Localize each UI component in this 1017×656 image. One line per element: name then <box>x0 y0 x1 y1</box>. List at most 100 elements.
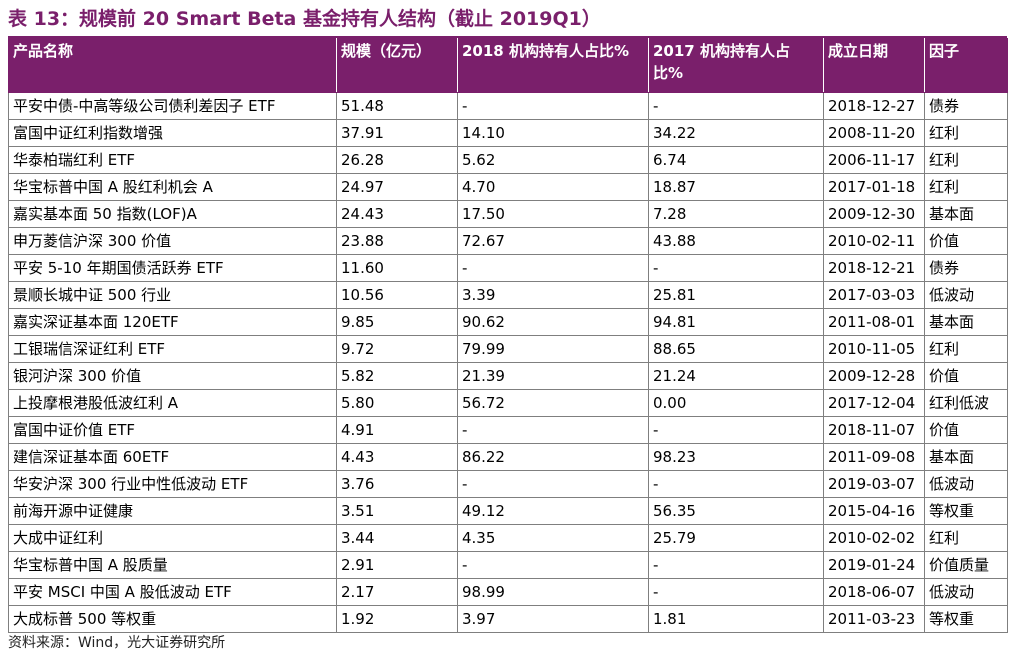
scale-cell: 3.51 <box>336 497 458 525</box>
scale-cell: 24.43 <box>336 200 458 228</box>
inst-2017-cell: - <box>648 470 824 498</box>
inst-2017-cell: 6.74 <box>648 146 824 174</box>
factor-cell: 低波动 <box>924 578 1008 606</box>
inst-2018-cell: 21.39 <box>457 362 649 390</box>
inst-2018-cell: 98.99 <box>457 578 649 606</box>
table-row: 华宝标普中国 A 股质量 2.91- -2019-01-24 价值质量 <box>8 551 1008 579</box>
inst-2018-cell: 4.70 <box>457 173 649 201</box>
date-cell: 2006-11-17 <box>823 146 925 174</box>
inst-2018-cell: 4.35 <box>457 524 649 552</box>
scale-cell: 4.43 <box>336 443 458 471</box>
factor-cell: 低波动 <box>924 281 1008 309</box>
factor-cell: 债券 <box>924 254 1008 282</box>
inst-2018-cell: 3.39 <box>457 281 649 309</box>
product-name-cell: 申万菱信沪深 300 价值 <box>8 227 337 255</box>
inst-2017-cell: 7.28 <box>648 200 824 228</box>
table-row: 银河沪深 300 价值 5.82 21.39 21.24 2009-12-28 价值 <box>8 362 1008 390</box>
product-name-cell: 华宝标普中国 A 股红利机会 A <box>8 173 337 201</box>
factor-cell: 债券 <box>924 92 1008 120</box>
table-row: 平安 5-10 年期国债活跃券 ETF 11.60- -2018-12-21 债券 <box>8 254 1008 282</box>
date-cell: 2018-11-07 <box>823 416 925 444</box>
scale-cell: 9.85 <box>336 308 458 336</box>
date-cell: 2009-12-30 <box>823 200 925 228</box>
scale-cell: 3.44 <box>336 524 458 552</box>
factor-cell: 价值 <box>924 227 1008 255</box>
factor-cell: 红利 <box>924 146 1008 174</box>
inst-2018-cell: 49.12 <box>457 497 649 525</box>
header-factor: 因子 <box>924 38 1008 93</box>
title-divider <box>8 36 1007 38</box>
date-cell: 2011-09-08 <box>823 443 925 471</box>
fund-holder-table: 产品名称 规模（亿元） 2018 机构持有人占比% 2017 机构持有人占比% … <box>8 38 1008 633</box>
table-row: 申万菱信沪深 300 价值 23.88 72.67 43.88 2010-02-11 价值 <box>8 227 1008 255</box>
inst-2018-cell: 90.62 <box>457 308 649 336</box>
inst-2018-cell: 56.72 <box>457 389 649 417</box>
scale-cell: 5.82 <box>336 362 458 390</box>
scale-cell: 24.97 <box>336 173 458 201</box>
inst-2017-cell: 34.22 <box>648 119 824 147</box>
product-name-cell: 华泰柏瑞红利 ETF <box>8 146 337 174</box>
date-cell: 2010-02-11 <box>823 227 925 255</box>
inst-2018-cell: 17.50 <box>457 200 649 228</box>
product-name-cell: 富国中证红利指数增强 <box>8 119 337 147</box>
inst-2017-cell: 88.65 <box>648 335 824 363</box>
product-name-cell: 平安 5-10 年期国债活跃券 ETF <box>8 254 337 282</box>
inst-2017-cell: 94.81 <box>648 308 824 336</box>
table-row: 平安中债-中高等级公司债利差因子 ETF 51.48- -2018-12-27 债券 <box>8 92 1008 120</box>
inst-2018-cell: 86.22 <box>457 443 649 471</box>
table-row: 华安沪深 300 行业中性低波动 ETF 3.76- -2019-03-07 低波动 <box>8 470 1008 498</box>
header-scale: 规模（亿元） <box>336 38 458 93</box>
table-row: 富国中证红利指数增强 37.91 14.10 34.22 2008-11-20 红利 <box>8 119 1008 147</box>
factor-cell: 基本面 <box>924 443 1008 471</box>
inst-2018-cell: - <box>457 470 649 498</box>
table-row: 华宝标普中国 A 股红利机会 A 24.97 4.70 18.87 2017-01-18… <box>8 173 1008 201</box>
factor-cell: 红利 <box>924 173 1008 201</box>
inst-2018-cell: - <box>457 254 649 282</box>
scale-cell: 37.91 <box>336 119 458 147</box>
table-row: 大成中证红利 3.44 4.35 25.79 2010-02-02 红利 <box>8 524 1008 552</box>
table-body: 平安中债-中高等级公司债利差因子 ETF 51.48- -2018-12-27 债券富… <box>8 92 1008 633</box>
inst-2018-cell: - <box>457 416 649 444</box>
factor-cell: 红利低波 <box>924 389 1008 417</box>
inst-2017-cell: - <box>648 254 824 282</box>
scale-cell: 5.80 <box>336 389 458 417</box>
inst-2018-cell: 79.99 <box>457 335 649 363</box>
scale-cell: 4.91 <box>336 416 458 444</box>
factor-cell: 低波动 <box>924 470 1008 498</box>
table-row: 景顺长城中证 500 行业 10.56 3.39 25.81 2017-03-03 低波动 <box>8 281 1008 309</box>
table-row: 华泰柏瑞红利 ETF 26.28 5.62 6.74 2006-11-17 红利 <box>8 146 1008 174</box>
inst-2018-cell: 5.62 <box>457 146 649 174</box>
factor-cell: 红利 <box>924 524 1008 552</box>
inst-2017-cell: 0.00 <box>648 389 824 417</box>
product-name-cell: 嘉实基本面 50 指数(LOF)A <box>8 200 337 228</box>
date-cell: 2010-11-05 <box>823 335 925 363</box>
table-row: 平安 MSCI 中国 A 股低波动 ETF 2.17 98.99-2018-06-0… <box>8 578 1008 606</box>
date-cell: 2019-01-24 <box>823 551 925 579</box>
product-name-cell: 华宝标普中国 A 股质量 <box>8 551 337 579</box>
factor-cell: 红利 <box>924 119 1008 147</box>
inst-2017-cell: 25.79 <box>648 524 824 552</box>
date-cell: 2011-08-01 <box>823 308 925 336</box>
scale-cell: 11.60 <box>336 254 458 282</box>
table-row: 嘉实基本面 50 指数(LOF)A 24.43 17.50 7.28 2009-12-3… <box>8 200 1008 228</box>
table-row: 富国中证价值 ETF 4.91- -2018-11-07 价值 <box>8 416 1008 444</box>
factor-cell: 价值 <box>924 416 1008 444</box>
date-cell: 2018-12-27 <box>823 92 925 120</box>
product-name-cell: 建信深证基本面 60ETF <box>8 443 337 471</box>
date-cell: 2011-03-23 <box>823 605 925 633</box>
factor-cell: 等权重 <box>924 605 1008 633</box>
source-note: 资料来源：Wind，光大证券研究所 <box>8 635 226 651</box>
inst-2017-cell: - <box>648 551 824 579</box>
table-row: 工银瑞信深证红利 ETF 9.72 79.99 88.65 2010-11-05 红利 <box>8 335 1008 363</box>
header-2018-institutional: 2018 机构持有人占比% <box>457 38 649 93</box>
factor-cell: 基本面 <box>924 308 1008 336</box>
factor-cell: 价值 <box>924 362 1008 390</box>
product-name-cell: 大成标普 500 等权重 <box>8 605 337 633</box>
date-cell: 2017-03-03 <box>823 281 925 309</box>
date-cell: 2010-02-02 <box>823 524 925 552</box>
scale-cell: 51.48 <box>336 92 458 120</box>
table-row: 嘉实深证基本面 120ETF 9.85 90.62 94.81 2011-08-01 基本… <box>8 308 1008 336</box>
date-cell: 2017-12-04 <box>823 389 925 417</box>
product-name-cell: 前海开源中证健康 <box>8 497 337 525</box>
product-name-cell: 平安 MSCI 中国 A 股低波动 ETF <box>8 578 337 606</box>
